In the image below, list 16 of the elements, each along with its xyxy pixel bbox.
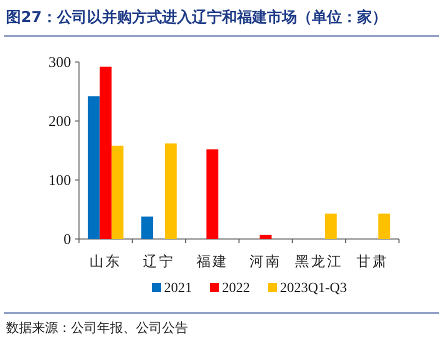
- y-tick-label: 200: [48, 114, 71, 130]
- y-tick-label: 300: [48, 55, 71, 71]
- plot: 0 100 200 300 山东 辽宁 福建 河南 黑龙江 甘肃: [48, 55, 400, 270]
- x-tick-label: 河南: [250, 254, 282, 270]
- legend-label: 2021: [164, 281, 192, 296]
- y-tick-label: 0: [64, 232, 71, 248]
- x-tick-label: 甘肃: [356, 254, 388, 270]
- y-tick-label: 100: [48, 173, 71, 189]
- legend-label: 2023Q1-Q3: [280, 281, 347, 296]
- legend-label: 2022: [222, 281, 250, 296]
- x-tick-label: 福建: [196, 254, 228, 270]
- x-tick-label: 山东: [90, 254, 122, 270]
- x-tick-label: 黑龙江: [295, 254, 343, 270]
- x-tick-label: 辽宁: [143, 254, 175, 270]
- chart-title: 图27：公司以并购方式进入辽宁和福建市场（单位：家）: [6, 8, 387, 26]
- source-note: 数据来源：公司年报、公司公告: [6, 321, 188, 336]
